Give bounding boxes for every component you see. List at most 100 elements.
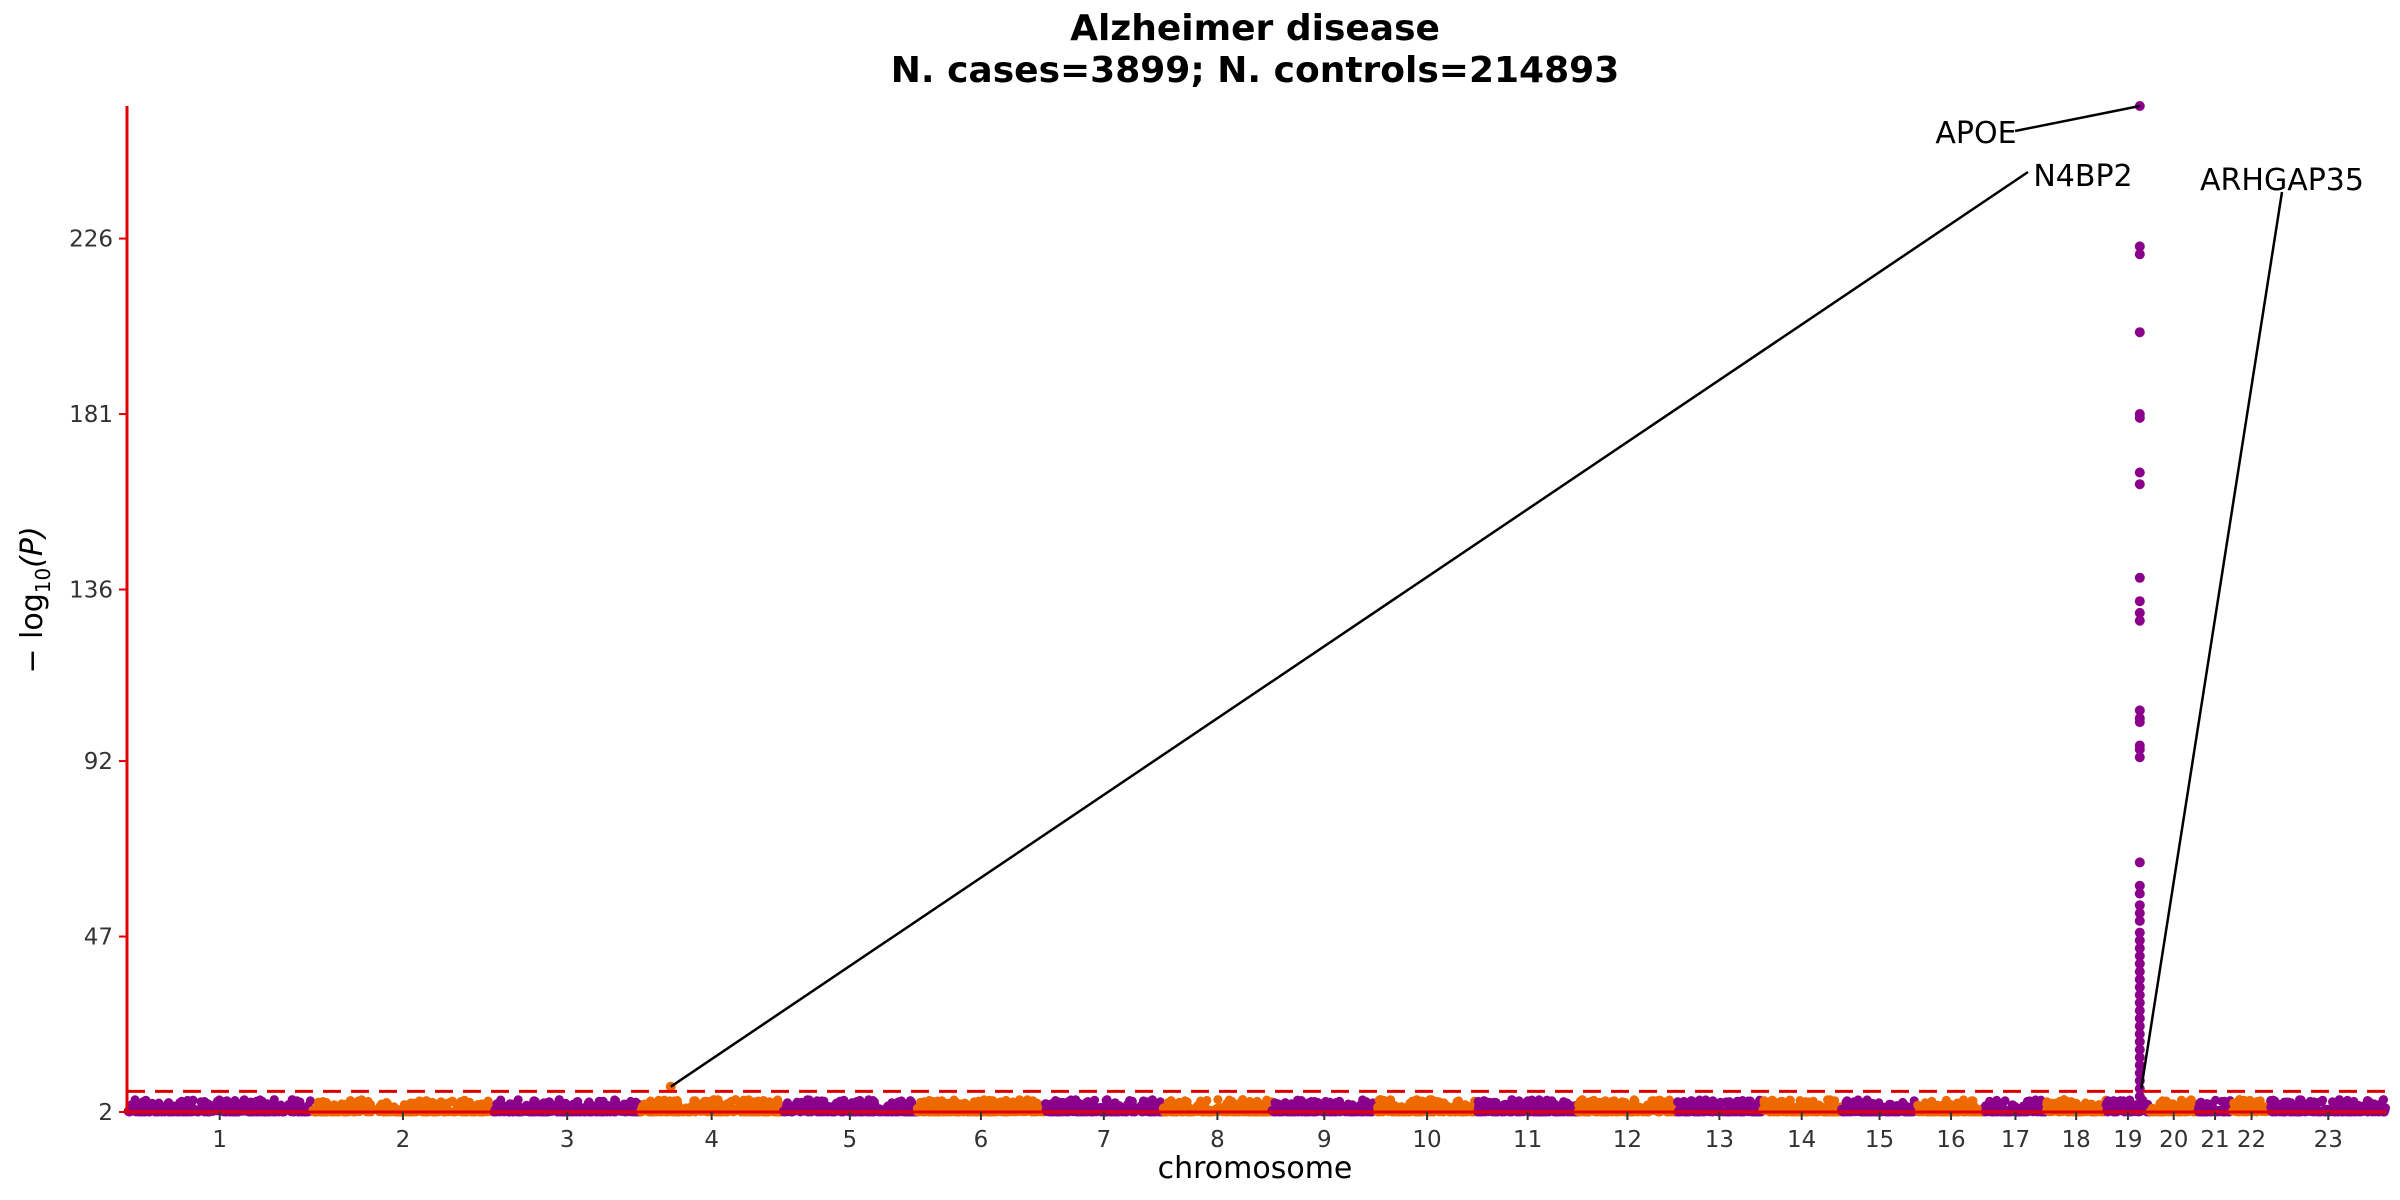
- peak-point: [2134, 572, 2145, 583]
- snp-point: [1213, 1095, 1223, 1105]
- snp-point: [1527, 1095, 1537, 1105]
- snp-point: [719, 1103, 728, 1113]
- snp-point: [672, 1100, 682, 1110]
- y-axis-label-subscript: 10: [31, 568, 55, 593]
- peak-point: [2134, 1029, 2145, 1039]
- y-tick-label: 181: [69, 402, 113, 428]
- snp-point: [1003, 1102, 1013, 1112]
- snp-point: [2195, 1098, 2205, 1108]
- snp-point: [285, 1102, 295, 1112]
- peak-point: [2134, 888, 2145, 899]
- snp-point: [2055, 1096, 2065, 1106]
- snp-point: [2271, 1102, 2280, 1112]
- snp-point: [1514, 1096, 1524, 1106]
- snp-point: [1041, 1099, 1051, 1109]
- gene-label-arhgap35: ARHGAP35: [2200, 163, 2364, 198]
- snp-point: [1163, 1098, 1173, 1108]
- snp-point: [202, 1098, 211, 1108]
- snp-point: [2357, 1101, 2367, 1111]
- snp-point: [1331, 1098, 1341, 1107]
- snp-point: [220, 1098, 230, 1108]
- x-tick-label: 6: [974, 1127, 989, 1153]
- peak-point: [2134, 249, 2145, 260]
- chromosome-points-12: [1573, 1095, 1681, 1117]
- snp-point: [748, 1100, 758, 1110]
- peak-point: [2134, 101, 2145, 111]
- snp-point: [318, 1097, 328, 1106]
- x-tick-label: 23: [2314, 1127, 2343, 1153]
- snp-point: [1686, 1096, 1696, 1106]
- snp-point: [2333, 1097, 2343, 1107]
- y-axis-label-suffix: (P): [15, 526, 50, 568]
- snp-point: [1236, 1100, 1246, 1110]
- peak-point: [2134, 958, 2145, 969]
- x-tick-label: 14: [1787, 1127, 1816, 1153]
- x-tick-label: 13: [1705, 1127, 1734, 1153]
- snp-point: [421, 1096, 431, 1106]
- snp-point: [1584, 1097, 1594, 1107]
- axes: [125, 106, 2386, 1114]
- chart-subtitle: N. cases=3899; N. controls=214893: [891, 50, 1620, 91]
- snp-point: [1262, 1095, 1272, 1105]
- y-axis-label-prefix: − log: [15, 593, 50, 673]
- snp-point: [1927, 1096, 1937, 1106]
- snp-point: [511, 1100, 521, 1110]
- snp-point: [1664, 1095, 1674, 1105]
- peak-point: [2134, 915, 2145, 926]
- peak-point: [2134, 982, 2145, 993]
- snp-points: [123, 101, 2391, 1117]
- snp-point: [1410, 1097, 1420, 1107]
- snp-point: [1766, 1103, 1776, 1113]
- snp-point: [924, 1095, 934, 1105]
- annotation-leader-line: [2140, 191, 2284, 1089]
- snp-point: [1015, 1095, 1025, 1105]
- snp-point: [1786, 1102, 1796, 1112]
- snp-point: [1071, 1095, 1081, 1105]
- snp-point: [2042, 1097, 2052, 1107]
- snp-point: [985, 1095, 994, 1105]
- y-tick-label: 47: [84, 925, 113, 951]
- peak-points: [2134, 101, 2145, 1110]
- peak-point: [2134, 1060, 2145, 1071]
- snp-point: [1160, 1105, 1170, 1115]
- x-tick-label: 19: [2113, 1127, 2142, 1153]
- snp-point: [824, 1102, 834, 1111]
- peak-point: [2134, 412, 2145, 423]
- peak-point: [2134, 908, 2145, 919]
- peak-point: [2134, 607, 2145, 618]
- peak-point: [2134, 966, 2145, 977]
- y-axis-label-group: − log10(P): [15, 526, 55, 673]
- peak-point: [2134, 943, 2145, 954]
- chromosome-points-10: [1373, 1095, 1481, 1117]
- snp-point: [602, 1100, 612, 1110]
- snp-point: [363, 1096, 373, 1106]
- peak-point: [2134, 1052, 2145, 1063]
- x-tick-label: 4: [704, 1127, 719, 1153]
- x-tick-label: 8: [1210, 1127, 1225, 1153]
- snp-point: [1442, 1101, 1452, 1111]
- snp-point: [1342, 1102, 1352, 1112]
- x-tick-label: 16: [1936, 1127, 1965, 1153]
- snp-point: [659, 1095, 669, 1105]
- peak-point: [2134, 990, 2145, 1000]
- snp-point: [2283, 1097, 2293, 1107]
- snp-point: [1542, 1098, 1552, 1108]
- peak-point: [2134, 974, 2145, 985]
- peak-point: [2134, 479, 2145, 490]
- snp-point: [1001, 1095, 1011, 1105]
- snp-point: [544, 1097, 554, 1107]
- snp-point: [653, 1098, 663, 1108]
- snp-point: [305, 1096, 315, 1106]
- peak-point: [2134, 241, 2145, 252]
- snp-point: [1886, 1099, 1896, 1109]
- x-tick-label: 17: [2001, 1127, 2030, 1153]
- snp-point: [895, 1098, 904, 1107]
- snp-point: [1741, 1100, 1751, 1110]
- snp-point: [544, 1105, 554, 1115]
- snp-point: [582, 1100, 592, 1110]
- peak-point: [2134, 1013, 2145, 1024]
- snp-point: [2086, 1099, 2096, 1109]
- snp-point: [406, 1098, 416, 1108]
- snp-point: [790, 1103, 800, 1113]
- peak-point: [2134, 327, 2145, 338]
